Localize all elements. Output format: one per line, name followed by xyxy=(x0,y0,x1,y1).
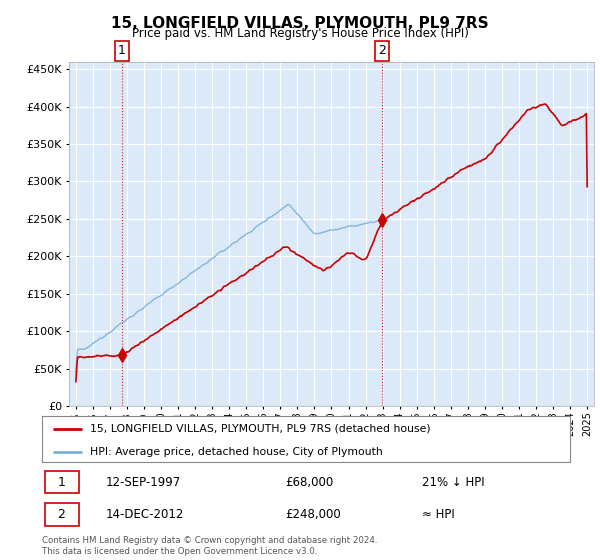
Text: 2: 2 xyxy=(58,508,65,521)
Text: 21% ↓ HPI: 21% ↓ HPI xyxy=(422,475,485,489)
FancyBboxPatch shape xyxy=(44,503,79,526)
Text: 12-SEP-1997: 12-SEP-1997 xyxy=(106,475,181,489)
Text: 14-DEC-2012: 14-DEC-2012 xyxy=(106,508,184,521)
FancyBboxPatch shape xyxy=(44,471,79,493)
Text: 2: 2 xyxy=(378,44,386,58)
Text: Contains HM Land Registry data © Crown copyright and database right 2024.
This d: Contains HM Land Registry data © Crown c… xyxy=(42,536,377,556)
Text: 1: 1 xyxy=(118,44,126,58)
Text: HPI: Average price, detached house, City of Plymouth: HPI: Average price, detached house, City… xyxy=(89,447,382,457)
Text: Price paid vs. HM Land Registry's House Price Index (HPI): Price paid vs. HM Land Registry's House … xyxy=(131,27,469,40)
Text: 15, LONGFIELD VILLAS, PLYMOUTH, PL9 7RS: 15, LONGFIELD VILLAS, PLYMOUTH, PL9 7RS xyxy=(111,16,489,31)
Text: 1: 1 xyxy=(58,475,65,489)
Text: 15, LONGFIELD VILLAS, PLYMOUTH, PL9 7RS (detached house): 15, LONGFIELD VILLAS, PLYMOUTH, PL9 7RS … xyxy=(89,423,430,433)
Text: £68,000: £68,000 xyxy=(285,475,333,489)
Text: ≈ HPI: ≈ HPI xyxy=(422,508,455,521)
Text: £248,000: £248,000 xyxy=(285,508,341,521)
